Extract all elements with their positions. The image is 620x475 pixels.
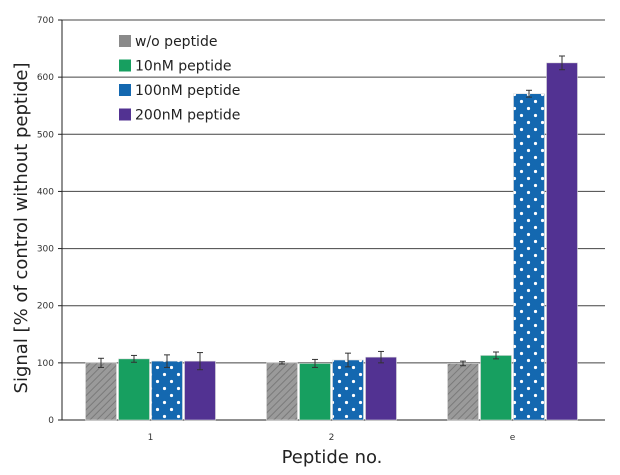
y-tick-label: 100 <box>37 359 54 369</box>
legend-swatch <box>119 35 131 47</box>
bar <box>151 360 183 421</box>
legend-swatch <box>119 59 131 72</box>
error-bar <box>559 55 565 71</box>
bar <box>447 363 479 421</box>
y-axis-label: Signal [% of control without peptide] <box>11 63 32 394</box>
legend-label: w/o peptide <box>135 34 217 50</box>
legend-label: 100nM peptide <box>135 83 240 99</box>
error-bar <box>98 357 104 368</box>
error-bar <box>345 352 351 368</box>
x-axis-label: Peptide no. <box>282 447 383 468</box>
y-tick-label: 200 <box>37 302 54 312</box>
bar <box>184 360 216 421</box>
error-bar <box>526 89 532 98</box>
error-bar <box>279 361 285 365</box>
y-tick-label: 0 <box>48 416 54 426</box>
bar <box>266 362 298 421</box>
error-bar <box>164 354 170 368</box>
legend-label: 200nM peptide <box>135 108 240 124</box>
error-bar <box>493 351 499 360</box>
y-tick-label: 300 <box>37 245 54 255</box>
error-bar <box>460 360 466 367</box>
y-tick-label: 600 <box>37 73 54 83</box>
legend-swatch <box>119 108 131 121</box>
legend-swatch <box>119 84 131 96</box>
y-tick-label: 400 <box>37 187 54 197</box>
x-tick-label: 1 <box>148 433 154 443</box>
error-bar <box>312 358 318 368</box>
bar <box>85 362 117 421</box>
bar <box>480 355 512 421</box>
bar <box>332 359 364 421</box>
x-tick-label: 2 <box>329 433 335 443</box>
bar <box>365 356 397 421</box>
x-tick-label: e <box>510 433 516 443</box>
legend-label: 10nM peptide <box>135 59 231 75</box>
bar <box>299 363 331 421</box>
error-bar <box>378 350 384 364</box>
bar <box>513 93 545 421</box>
error-bar <box>131 354 137 363</box>
y-tick-label: 700 <box>37 16 54 26</box>
y-tick-label: 500 <box>37 130 54 140</box>
bar <box>118 358 150 421</box>
error-bar <box>197 352 203 371</box>
bar <box>546 62 578 421</box>
